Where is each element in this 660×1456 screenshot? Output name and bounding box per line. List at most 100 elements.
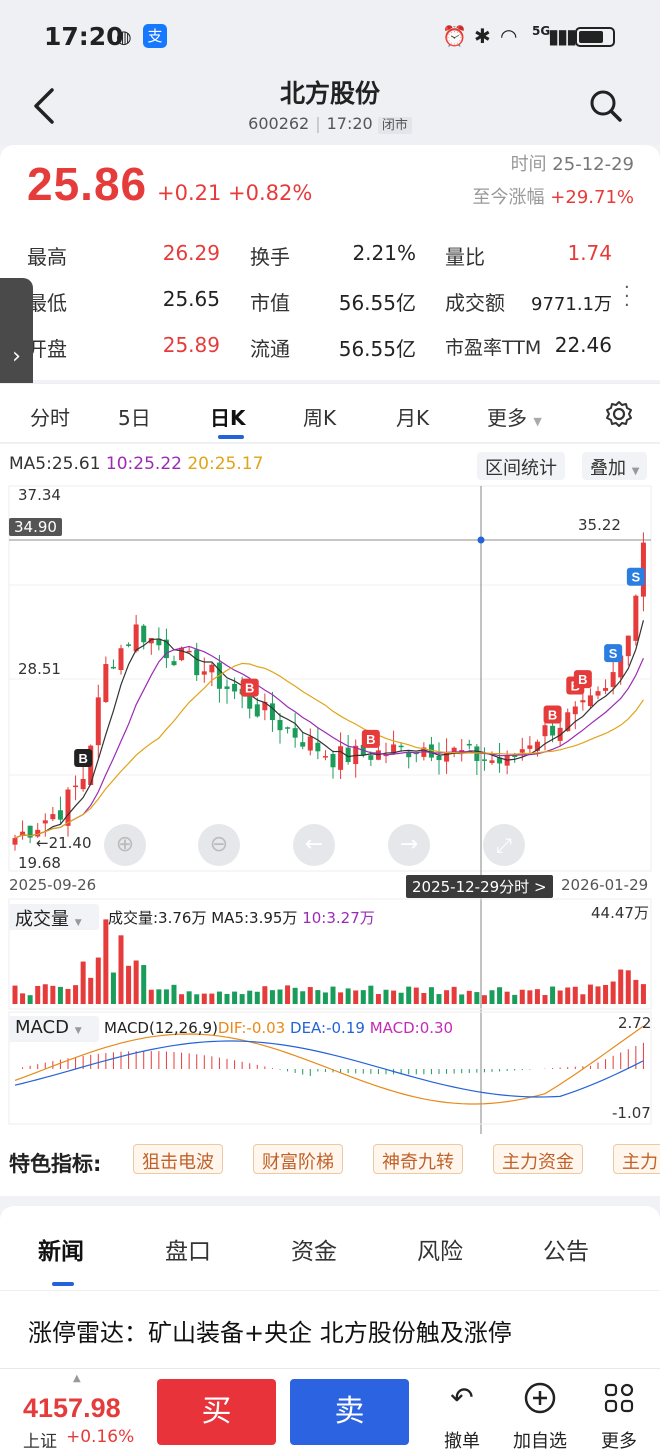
volume-max-label: 44.47万 [591,904,649,922]
tab-risk[interactable]: 风险 [417,1239,463,1265]
chip-magic-nine[interactable]: 神奇九转 [373,1144,463,1174]
macd-legend: MACD(12,26,9)DIF:-0.03 DEA:-0.19 MACD:0.… [104,1019,453,1037]
candle-body [436,755,442,761]
volume-bar [65,988,71,1004]
candle-body [201,671,207,675]
volume-bar [179,994,185,1004]
volume-bar [519,989,525,1004]
volume-bar [428,987,434,1004]
tab-funds[interactable]: 资金 [291,1239,337,1265]
battery-icon [575,27,615,47]
candle-body [421,747,427,757]
candle-body [489,760,495,763]
trade-marker-label: S [632,570,641,585]
trade-marker-label: B [578,672,587,687]
add-watchlist-label[interactable]: 加自选 [513,1431,567,1452]
chip-sniper-wave[interactable]: 狙击电波 [133,1144,223,1174]
high-price-label: 35.22 [578,516,621,534]
pan-right-icon[interactable]: → [388,824,430,866]
sell-button[interactable]: 卖 [290,1379,409,1445]
volume-ma10: 10:3.27万 [302,909,375,927]
index-expand-icon[interactable]: ▲ [73,1373,81,1384]
chip-main-more[interactable]: 主力 [613,1144,660,1174]
volume-bar [640,984,646,1004]
tab-weekly-k[interactable]: 周K [303,406,337,430]
stat-value-float-cap: 56.55亿 [338,337,416,361]
tab-5day[interactable]: 5日 [118,406,151,430]
tab-intraday[interactable]: 分时 [30,406,70,430]
chip-main-funds[interactable]: 主力资金 [493,1144,583,1174]
volume-bar [557,990,563,1004]
macd-selector[interactable]: MACD ▼ [9,1016,99,1042]
volume-bar [110,972,116,1004]
chart-canvas[interactable]: BBBBBBSS [0,444,660,1144]
nav-bar: 北方股份 600262 | 17:20 闭市 [0,70,660,145]
volume-bar [50,985,56,1004]
back-arrow-icon[interactable] [32,88,56,124]
volume-bar [338,992,344,1004]
cursor-date-label[interactable]: 2025-12-29分时 > [406,875,553,898]
news-headline-row[interactable]: 涨停雷达：矿山装备+央企 北方股份触及涨停 [0,1290,660,1368]
tab-more[interactable]: 更多 ▼ [487,402,542,431]
candle-body [103,664,109,703]
volume-bar [292,987,298,1004]
buy-button[interactable]: 买 [157,1379,276,1445]
update-time: 17:20 [326,114,373,133]
volume-bar [27,995,33,1004]
candle-body [550,725,556,736]
alarm-icon: ⏰ [442,24,467,48]
range-stats-button[interactable]: 区间统计 [477,452,565,480]
more-grid-icon[interactable] [604,1383,634,1413]
volume-bar [88,977,94,1004]
undo-icon[interactable]: ↶ [450,1381,474,1414]
add-watchlist-icon[interactable] [523,1381,557,1415]
volume-selector[interactable]: 成交量 ▼ [9,904,99,930]
tab-monthly-k[interactable]: 月K [396,406,430,430]
x-axis-end-label: 2026-01-29 [561,876,649,894]
tab-order-book[interactable]: 盘口 [165,1239,211,1265]
news-headline[interactable]: 涨停雷达：矿山装备+央企 北方股份触及涨停 [28,1319,512,1347]
macd-value: MACD:0.30 [369,1019,454,1037]
candle-body [406,752,412,758]
trade-marker [361,729,380,748]
signal-icon: ▮▮▮ [548,24,577,48]
chevron-right-icon: › [12,344,21,369]
tab-daily-k[interactable]: 日K [210,406,246,430]
caret-down-icon: ▼ [74,918,82,928]
more-vertical-icon[interactable]: · · · [624,277,630,316]
volume-bar [618,969,624,1004]
settings-gear-icon[interactable] [605,400,633,428]
zoom-out-icon[interactable]: ⊖ [198,824,240,866]
search-icon[interactable] [588,88,624,124]
tab-news[interactable]: 新闻 [38,1239,84,1265]
tab-announcements[interactable]: 公告 [543,1239,589,1265]
stat-value-turnover: 2.21% [352,241,416,265]
volume-bar [587,984,593,1004]
volume-bar [73,985,79,1004]
candle-body [534,741,540,751]
candle-body [65,789,71,826]
fullscreen-icon[interactable]: ⤢ [483,824,525,866]
stock-subtitle: 600262 | 17:20 闭市 [0,114,660,134]
cancel-order-label[interactable]: 撤单 [444,1431,480,1452]
more-label[interactable]: 更多 [601,1431,637,1452]
tab-more-label: 更多 [487,406,527,430]
zoom-in-icon[interactable]: ⊕ [104,824,146,866]
stat-value-high: 26.29 [162,241,220,265]
volume-bar [118,935,124,1004]
trade-marker-label: B [245,681,254,696]
volume-bar [572,986,578,1004]
macd-label: MACD [15,1017,69,1038]
volume-bar [163,989,169,1004]
bottom-trade-bar: ▲ 4157.98 上证 +0.16% 买 卖 ↶ 撤单 加自选 更多 [0,1368,660,1456]
index-value[interactable]: 4157.98 [23,1393,121,1423]
trade-marker-label: B [366,732,375,747]
market-state-badge: 闭市 [377,117,412,134]
trade-marker [573,670,592,689]
candle-body [163,639,169,659]
pan-left-icon[interactable]: ← [293,824,335,866]
chip-wealth-ladder[interactable]: 财富阶梯 [253,1144,343,1174]
overlay-button[interactable]: 叠加 ▼ [582,452,648,480]
ytd-change: 至今涨幅 +29.71% [473,183,634,209]
time-label: 时间 [510,154,547,175]
